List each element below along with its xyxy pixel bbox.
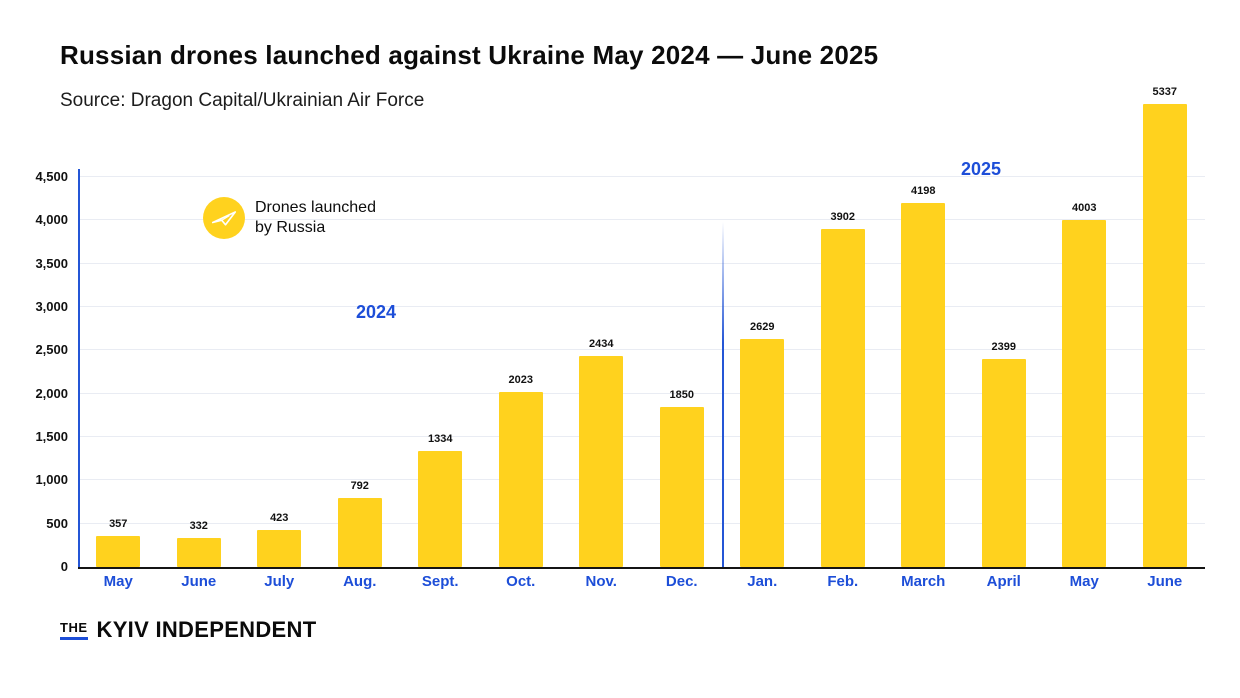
bar-value-label: 1850	[669, 388, 694, 401]
x-axis-labels: May June July Aug. Sept. Oct. Nov. Dec. Jan. Feb.…	[78, 573, 1205, 597]
bar-sept-4	[418, 451, 463, 567]
bar-value-label: 423	[270, 512, 289, 525]
y-tick-label: 4,500	[35, 169, 68, 184]
gridline	[78, 349, 1205, 351]
bar-value-label: 5337	[1152, 86, 1177, 99]
bar-value-label: 4003	[1072, 202, 1097, 215]
x-tick-label: June	[181, 573, 217, 590]
x-tick-label: Jan.	[747, 573, 778, 590]
gridline	[78, 479, 1205, 481]
gridline	[78, 306, 1205, 307]
y-tick-label: 2,500	[35, 342, 68, 358]
bar-value-label: 3902	[830, 210, 855, 223]
y-tick-label: 1,000	[35, 472, 68, 488]
bar-slot: 3902	[803, 177, 884, 567]
y-tick-label: 500	[46, 515, 68, 531]
x-tick-label: March	[901, 573, 946, 590]
bar-nov-6	[579, 356, 624, 567]
year-label-2024: 2024	[356, 302, 397, 322]
bar-value-label: 2023	[508, 373, 533, 386]
bar-slot: 1850	[642, 177, 723, 567]
bar-oct-5	[498, 391, 543, 567]
bar-jan-8	[740, 339, 785, 567]
chart-source: Source: Dragon Capital/Ukrainian Air For…	[60, 90, 425, 111]
brand-logo-the: THE	[60, 620, 88, 640]
bar-slot: 2629	[722, 177, 803, 567]
legend-label: Drones launched by Russia	[255, 199, 376, 236]
y-tick-label: 4,000	[35, 212, 68, 228]
bar-value-label: 332	[189, 520, 208, 533]
bar-slot: 2399	[964, 177, 1045, 567]
x-tick-label: Dec.	[665, 573, 698, 590]
brand-logo-name: KYIV INDEPENDENT	[96, 617, 317, 642]
chart-title: Russian drones launched against Ukraine …	[60, 40, 879, 70]
bar-value-label: 2434	[589, 338, 614, 351]
bar-aug-3	[337, 498, 382, 567]
x-tick-label: April	[986, 573, 1021, 590]
gridline	[78, 392, 1205, 394]
x-tick-label: Sept.	[421, 573, 459, 590]
plot-area: Drones launched by Russia 2024 2025 357 3…	[78, 86, 1206, 569]
chart-legend: Drones launched by Russia	[203, 197, 376, 239]
x-tick-label: Aug.	[343, 573, 377, 590]
bar-value-label: 2629	[750, 321, 775, 334]
x-tick-label: May	[1069, 573, 1099, 590]
x-axis-line	[78, 567, 1205, 569]
bar-may-0	[96, 536, 141, 567]
bar-slot: 792	[320, 177, 401, 567]
bar-slot: 2023	[481, 177, 562, 567]
bar-feb-9	[820, 228, 865, 567]
x-tick-label: May	[103, 573, 133, 590]
gridline	[78, 176, 1205, 177]
y-tick-label: 0	[60, 559, 68, 574]
bar-slot: 4198	[883, 177, 964, 567]
brand-logo: THE KYIV INDEPENDENT	[60, 617, 316, 643]
y-axis-labels: 0 500 1,000 1,500 2,000 2,500 3,000 3,500 4,000 4…	[0, 169, 68, 574]
bar-value-label: 357	[109, 518, 128, 531]
bar-slot: 1334	[400, 177, 481, 567]
x-tick-label: June	[1147, 573, 1183, 590]
bar-june-1	[176, 538, 221, 567]
year-divider	[722, 222, 724, 567]
x-tick-label: Oct.	[506, 573, 536, 590]
y-tick-label: 3,500	[35, 255, 68, 271]
bar-april-11	[981, 359, 1026, 567]
gridline	[78, 262, 1205, 264]
bar-value-label: 792	[350, 480, 369, 493]
y-tick-label: 2,000	[35, 385, 68, 401]
gridline	[78, 436, 1205, 437]
y-axis-line	[78, 169, 80, 567]
bar-july-2	[257, 530, 302, 567]
year-label-2025: 2025	[961, 159, 1002, 179]
y-tick-label: 1,500	[35, 429, 68, 444]
y-tick-label: 3,000	[35, 299, 68, 314]
x-tick-label: July	[264, 573, 295, 590]
bar-slot: 2434	[561, 177, 642, 567]
drone-icon	[211, 211, 237, 226]
bar-value-label: 4198	[911, 185, 936, 198]
x-tick-label: Feb.	[827, 573, 859, 590]
bar-march-10	[901, 203, 946, 567]
legend-swatch	[203, 197, 245, 239]
bar-may-12	[1062, 220, 1107, 567]
gridline	[78, 219, 1205, 221]
bar-value-label: 2399	[991, 341, 1016, 354]
bar-june-13	[1142, 104, 1187, 567]
bar-slot: 357	[78, 177, 159, 567]
gridline	[78, 522, 1205, 524]
bar-slot: 5337	[1125, 86, 1206, 567]
bar-slot: 4003	[1044, 177, 1125, 567]
bar-dec-7	[659, 406, 704, 567]
x-tick-label: Nov.	[585, 573, 617, 590]
bar-slot: 332	[159, 177, 240, 567]
bar-value-label: 1334	[428, 433, 453, 446]
bar-slot: 423	[239, 177, 320, 567]
